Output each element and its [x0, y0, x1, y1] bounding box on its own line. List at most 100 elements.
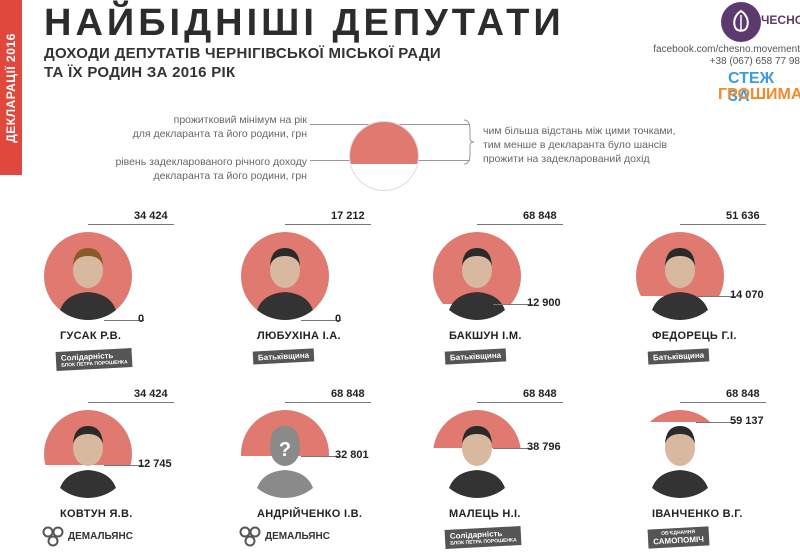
legend-note-line-2: тим менше в декларанта було шансів	[483, 139, 667, 151]
legend-note: чим більша відстань між цими точками, ти…	[483, 124, 675, 166]
income-value: 0	[335, 313, 342, 325]
person-photo-icon: ?	[255, 426, 315, 498]
income-value: 38 796	[527, 441, 561, 453]
deputy-card-andriichenko: ? 68 848 32 801 АНДРІЙЧЕНКО І.В. ДЕМАЛЬЯНС	[239, 370, 431, 547]
income-marker-line	[493, 448, 533, 449]
stezh-logo-line-2: ГРОШИМА	[718, 86, 800, 103]
legend-note-line-3: прожити на задекларований дохід	[483, 153, 650, 165]
demalians-logo-icon	[42, 526, 64, 547]
income-marker-line	[104, 465, 144, 466]
party-label: ДЕМАЛЬЯНС	[265, 531, 330, 542]
stezh-logo-line-1: СТЕЖ ЗА	[728, 70, 775, 105]
deputy-name: ІВАНЧЕНКО В.Г.	[652, 508, 743, 520]
minimum-value: 34 424	[134, 210, 168, 222]
income-value: 0	[138, 313, 145, 325]
person-photo-icon	[58, 248, 118, 320]
deputy-card-liubukhina: 17 212 0 ЛЮБУХІНА І.А. Батьківщина	[241, 192, 431, 365]
income-marker-line	[301, 320, 341, 321]
minimum-value: 17 212	[331, 210, 365, 222]
legend-minimum-line-1: прожитковий мінімум на рік	[173, 114, 307, 126]
demalians-logo-icon	[239, 526, 261, 547]
party-label: Батьківщина	[652, 350, 705, 363]
deputy-circle	[241, 232, 329, 320]
income-marker-line	[301, 456, 341, 457]
deputy-name: АНДРІЙЧЕНКО І.В.	[257, 508, 363, 520]
deputy-circle	[433, 232, 521, 320]
person-photo-icon	[650, 426, 710, 498]
person-photo-icon	[58, 426, 118, 498]
income-value: 12 745	[138, 458, 172, 470]
party-badge: ОБ'ЄДНАННЯ САМОПОМІЧ	[647, 526, 710, 549]
side-tab-label: ДЕКЛАРАЦІЇ 2016	[4, 32, 18, 143]
legend-note-line-1: чим більша відстань між цими точками,	[483, 125, 676, 137]
legend-minimum: прожитковий мінімум на рік для декларант…	[133, 113, 307, 141]
deputy-name: КОВТУН Я.В.	[60, 508, 133, 520]
income-marker-line	[696, 422, 736, 423]
chesno-logo-text: ЧЕСНО	[761, 13, 800, 27]
minimum-marker-line	[680, 402, 766, 403]
person-photo-icon	[650, 248, 710, 320]
minimum-marker-line	[285, 402, 371, 403]
unknown-photo-question-icon: ?	[279, 439, 291, 461]
person-photo-icon	[447, 248, 507, 320]
legend-income-line-2: декларанта та його родини, грн	[153, 170, 308, 182]
income-value: 59 137	[730, 415, 764, 427]
party-badge: Солідарність БЛОК ПЕТРА ПОРОШЕНКА	[55, 348, 133, 371]
deputy-card-fedorets: 51 636 14 070 ФЕДОРЕЦЬ Г.І. Батьківщина	[636, 192, 800, 365]
deputy-card-ivanchenko: 68 848 59 137 ІВАНЧЕНКО В.Г. ОБ'ЄДНАННЯ САМО…	[636, 370, 800, 549]
subtitle-line-2: ТА ЇХ РОДИН ЗА 2016 РІК	[44, 64, 236, 81]
facebook-link[interactable]: facebook.com/chesno.movement	[653, 44, 800, 55]
deputy-card-kovtun: 34 424 12 745 КОВТУН Я.В. ДЕМАЛЬЯНС	[42, 370, 234, 547]
minimum-marker-line	[88, 224, 174, 225]
legend-income-line-1: рівень задекларованого річного доходу	[115, 156, 307, 168]
legend-bracket-icon	[463, 119, 475, 165]
subtitle-line-1: ДОХОДИ ДЕПУТАТІВ ЧЕРНІГІВСЬКОЇ МІСЬКОЇ Р…	[44, 45, 442, 62]
minimum-value: 68 848	[523, 210, 557, 222]
deputy-circle	[636, 232, 724, 320]
page-subtitle: ДОХОДИ ДЕПУТАТІВ ЧЕРНІГІВСЬКОЇ МІСЬКОЇ Р…	[44, 44, 441, 82]
minimum-value: 68 848	[726, 388, 760, 400]
income-value: 32 801	[335, 449, 369, 461]
legend-income: рівень задекларованого річного доходу де…	[115, 155, 307, 183]
phone-number: +38 (067) 658 77 98	[709, 56, 800, 67]
party-label: Батьківщина	[449, 350, 502, 363]
deputy-card-malets: 68 848 38 796 МАЛЕЦЬ Н.І. Солідарність БЛОК …	[433, 370, 623, 549]
party-label: Батьківщина	[257, 350, 310, 363]
party-badge: Солідарність БЛОК ПЕТРА ПОРОШЕНКА	[444, 526, 522, 549]
party-label: ДЕМАЛЬЯНС	[68, 531, 133, 542]
income-marker-line	[104, 320, 144, 321]
chesno-logo-icon	[721, 2, 761, 42]
minimum-marker-line	[88, 402, 174, 403]
side-tab: ДЕКЛАРАЦІЇ 2016	[0, 0, 22, 175]
party-badge: Батьківщина	[444, 348, 507, 365]
legend-circle	[349, 121, 419, 191]
deputy-circle	[433, 410, 521, 498]
income-marker-line	[696, 296, 736, 297]
deputy-circle: ?	[241, 410, 329, 498]
person-photo-icon	[447, 426, 507, 498]
minimum-marker-line	[477, 402, 563, 403]
page-title: НАЙБІДНІШІ ДЕПУТАТИ	[44, 2, 565, 44]
income-value: 14 070	[730, 289, 764, 301]
minimum-value: 68 848	[331, 388, 365, 400]
party-badge: Батьківщина	[647, 348, 710, 365]
person-photo-icon	[255, 248, 315, 320]
minimum-value: 68 848	[523, 388, 557, 400]
minimum-value: 34 424	[134, 388, 168, 400]
party-label: САМОПОМІЧ	[652, 534, 705, 547]
income-marker-line	[493, 304, 533, 305]
deputy-name: БАКШУН І.М.	[449, 330, 522, 342]
contacts: facebook.com/chesno.movement +38 (067) 6…	[653, 44, 800, 68]
deputy-circle	[44, 232, 132, 320]
income-value: 12 900	[527, 297, 561, 309]
legend-circle-fill	[350, 122, 418, 165]
deputy-card-gusak: 34 424 0 ГУСАК Р.В. Солідарність БЛОК ПЕТРА …	[44, 192, 234, 371]
minimum-marker-line	[477, 224, 563, 225]
minimum-marker-line	[680, 224, 766, 225]
minimum-marker-line	[285, 224, 371, 225]
deputy-name: МАЛЕЦЬ Н.І.	[449, 508, 521, 520]
deputy-circle	[44, 410, 132, 498]
deputy-circle	[636, 410, 724, 498]
deputy-name: ГУСАК Р.В.	[60, 330, 122, 342]
party-badge: Батьківщина	[252, 348, 315, 365]
